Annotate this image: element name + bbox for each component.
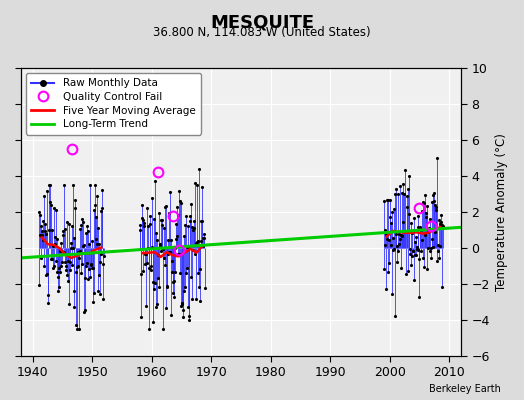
Legend: Raw Monthly Data, Quality Control Fail, Five Year Moving Average, Long-Term Tren: Raw Monthly Data, Quality Control Fail, … — [26, 73, 201, 134]
Text: MESQUITE: MESQUITE — [210, 14, 314, 32]
Text: Berkeley Earth: Berkeley Earth — [429, 384, 500, 394]
Text: 36.800 N, 114.083 W (United States): 36.800 N, 114.083 W (United States) — [153, 26, 371, 39]
Y-axis label: Temperature Anomaly (°C): Temperature Anomaly (°C) — [496, 133, 508, 291]
